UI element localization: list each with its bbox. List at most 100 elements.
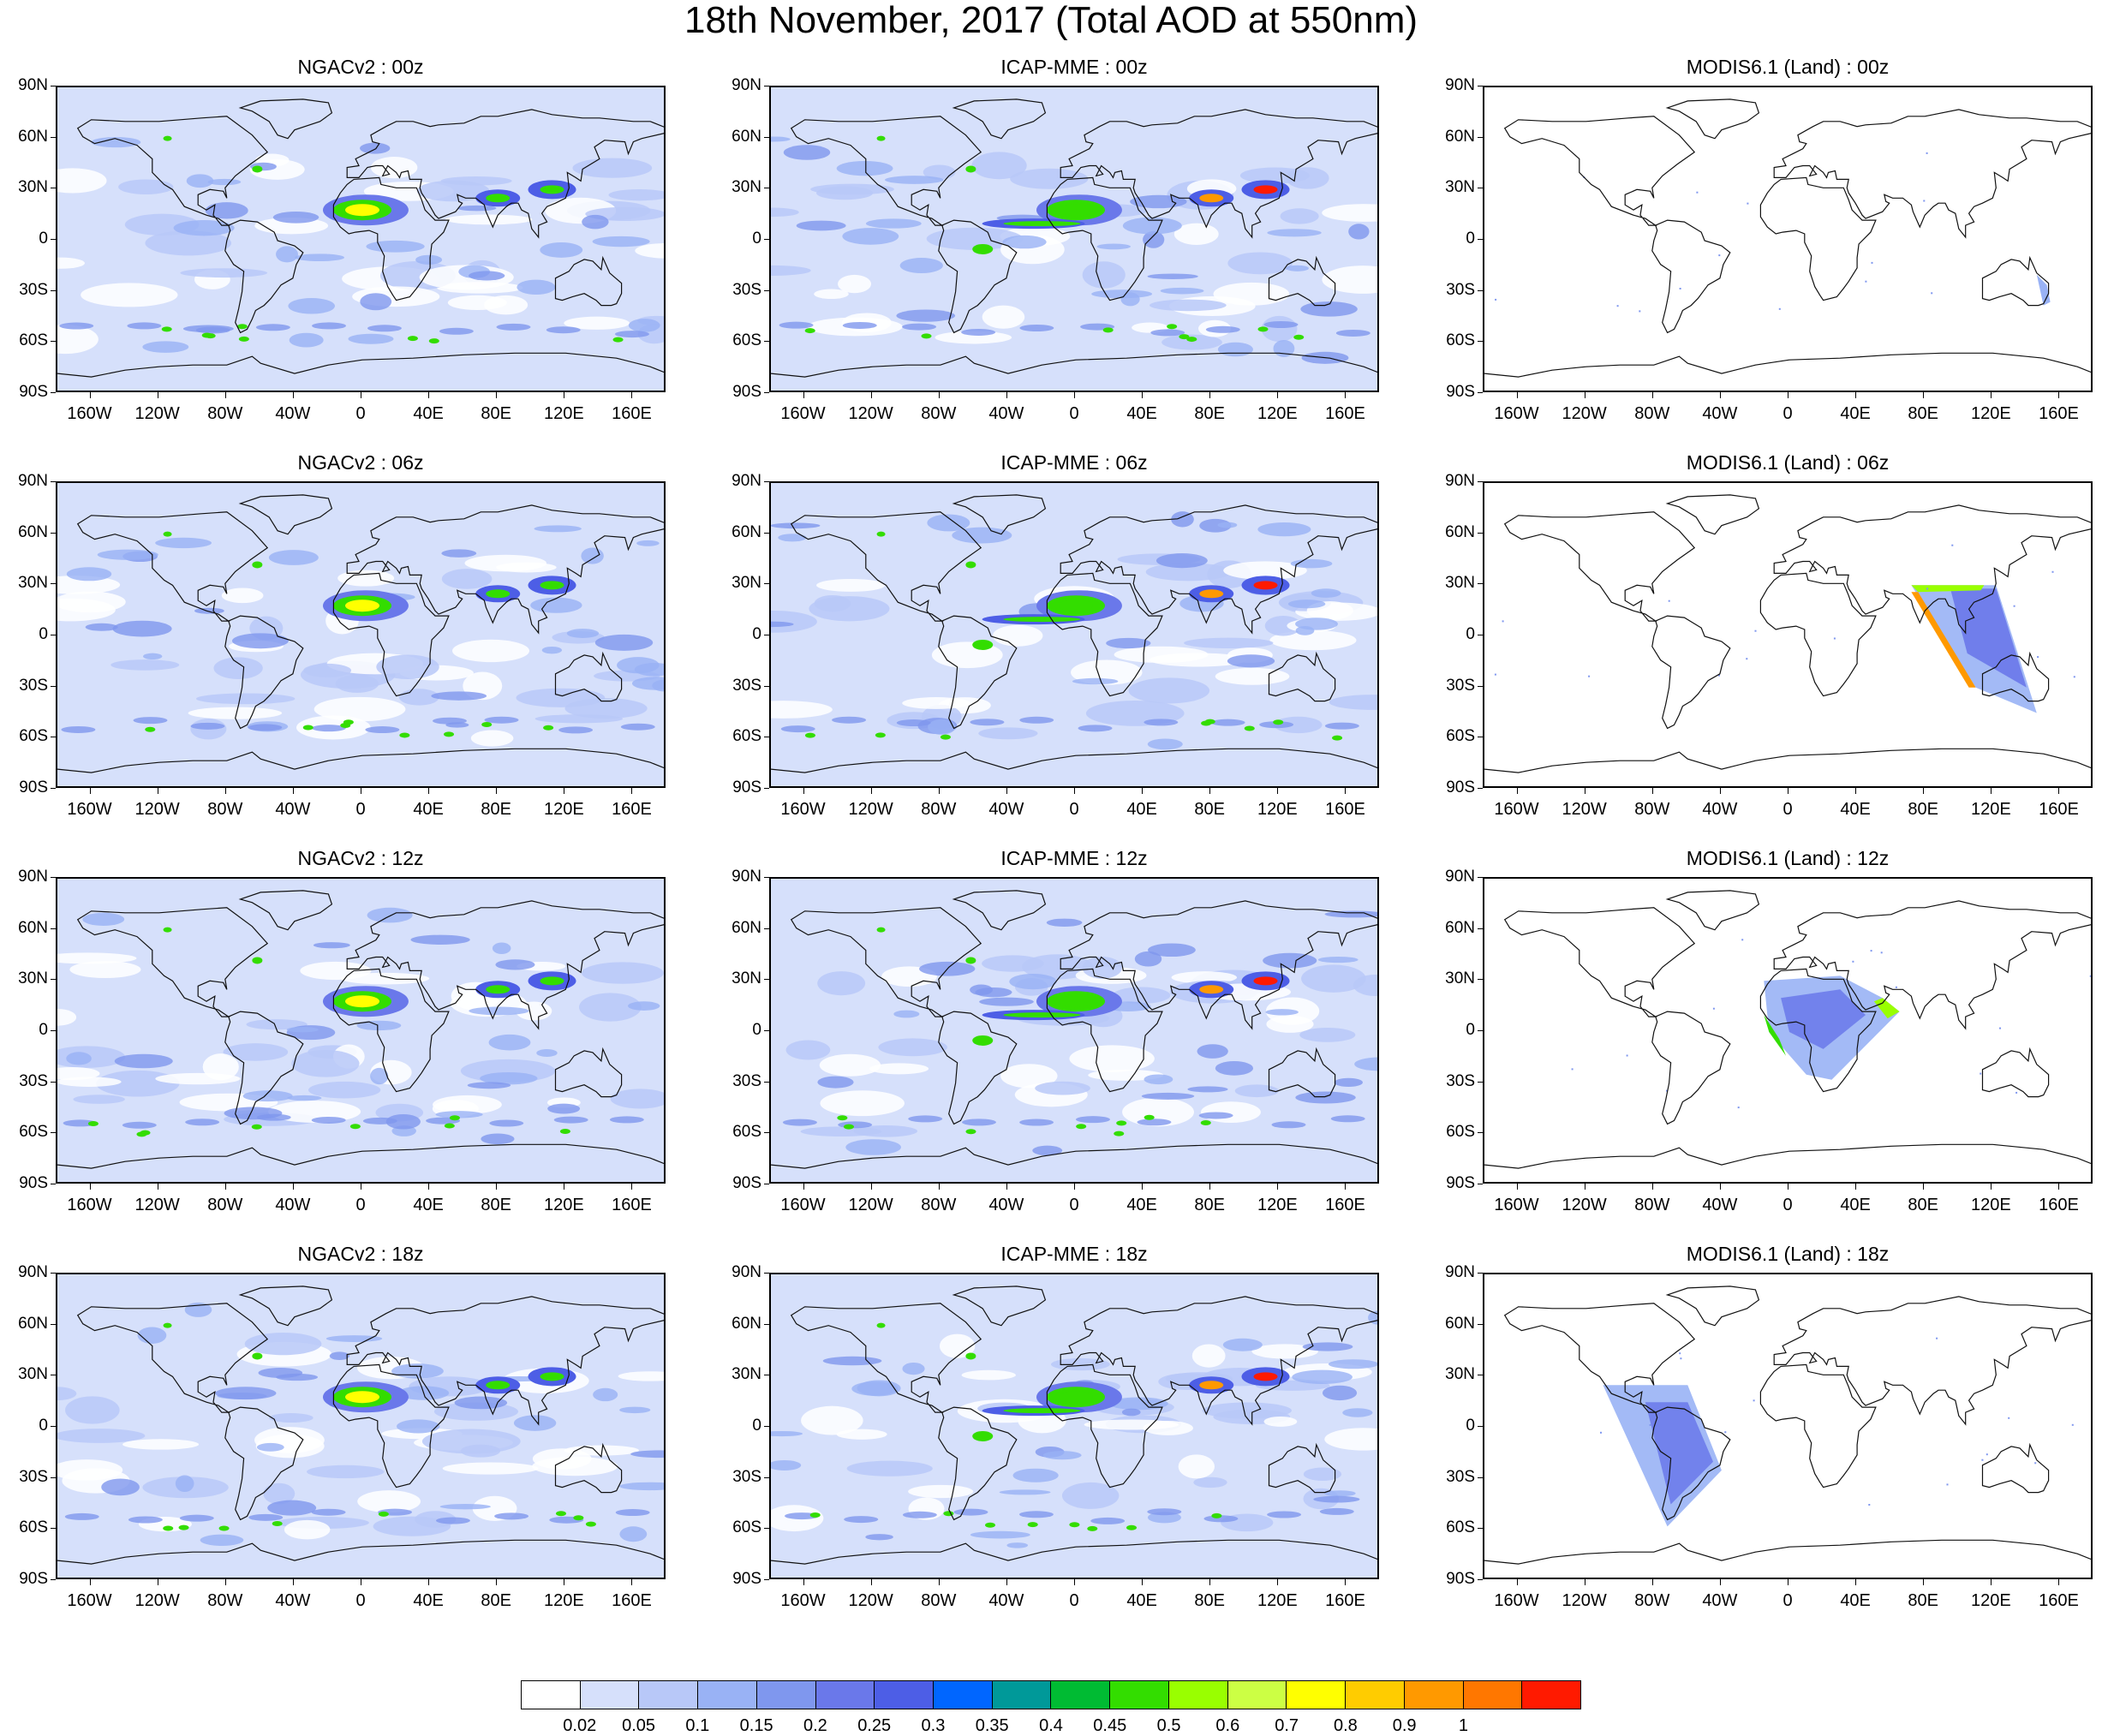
lon-tick-label: 160E <box>2039 1591 2079 1610</box>
lon-tick <box>1516 1579 1518 1585</box>
obs-pixel <box>1852 960 1854 963</box>
lat-tick-label: 30S <box>19 1071 48 1090</box>
aod-swirl <box>851 1381 899 1396</box>
aod-southern-band <box>1324 722 1359 730</box>
aod-speck <box>163 1525 174 1531</box>
aod-swirl <box>1096 243 1132 250</box>
lon-tick <box>1923 1579 1925 1585</box>
lat-tick-label: 90N <box>1445 76 1475 94</box>
coastline-antarctica <box>57 748 664 773</box>
lon-tick-label: 40E <box>413 800 444 819</box>
aod-swirl <box>1012 1468 1059 1482</box>
lat-tick-label: 30S <box>732 1467 761 1486</box>
aod-swirl <box>1227 654 1275 668</box>
aod-patch <box>610 1089 664 1109</box>
aod-swirl <box>513 1415 557 1431</box>
aod-southern-band <box>961 328 996 336</box>
aod-patch <box>268 1101 361 1123</box>
lat-tick <box>1478 86 1483 87</box>
aod-southern-band <box>896 719 931 727</box>
aod-swirl <box>194 607 224 614</box>
lat-tick <box>1478 1081 1483 1083</box>
lat-tick-label: 60S <box>732 331 761 350</box>
aod-patch <box>853 1125 918 1137</box>
lon-tick-label: 40W <box>275 800 311 819</box>
aod-southern-band <box>255 324 290 331</box>
lon-tick <box>1651 1579 1653 1585</box>
aod-patch <box>57 168 107 194</box>
aod-speck <box>1076 1124 1087 1130</box>
lon-tick-label: 0 <box>355 1591 366 1610</box>
aod-swirl <box>652 679 664 692</box>
lon-tick-label: 80E <box>1194 1591 1226 1610</box>
aod-speck <box>163 531 172 537</box>
lon-tick <box>89 788 91 794</box>
aod-swirl <box>1120 292 1140 307</box>
aod-swirl <box>902 1363 925 1375</box>
aod-swirl <box>540 242 583 258</box>
lon-tick <box>1006 788 1007 794</box>
lon-tick <box>1923 1184 1925 1190</box>
map-panel: NGACv2 : 06z 90N 60N 30N 0 30S 60S 90S 160W 120W 8… <box>0 450 721 826</box>
aod-patch <box>188 707 283 719</box>
aod-patch <box>1143 1421 1193 1435</box>
aod-swirl <box>771 522 821 529</box>
coastline-north-america <box>790 511 982 622</box>
obs-pixel <box>1495 298 1497 301</box>
aod-swirl <box>91 136 141 148</box>
aod-patch <box>1264 615 1302 636</box>
aod-swirl <box>885 176 944 184</box>
aod-patch <box>814 289 849 300</box>
lon-tick <box>1209 788 1211 794</box>
aod-swirl <box>536 1049 558 1057</box>
aod-swirl <box>582 214 609 230</box>
aod-swirl <box>893 1010 920 1018</box>
map-panel: MODIS6.1 (Land) : 06z 90N 60N 30N 0 30S 60S 90S… <box>1427 450 2102 826</box>
lat-tick-label: 30S <box>732 676 761 695</box>
map-panel: NGACv2 : 18z 90N 60N 30N 0 30S 60S 90S 160W 120W 8… <box>0 1242 721 1617</box>
lat-tick-label: 60S <box>1446 1518 1475 1537</box>
aod-southern-band <box>256 1113 291 1121</box>
aod-swirl <box>771 621 794 628</box>
aod-patch <box>195 693 296 705</box>
aod-southern-band <box>1271 1121 1306 1129</box>
aod-patch <box>1286 167 1329 189</box>
aod-swirl <box>329 1351 349 1361</box>
model-map <box>56 877 666 1184</box>
lon-tick <box>1209 1579 1211 1585</box>
aod-swirl <box>66 567 112 582</box>
obs-pixel <box>1880 952 1883 954</box>
lon-tick-label: 40W <box>988 404 1024 423</box>
colorbar-swatch <box>1051 1681 1111 1709</box>
lat-tick-label: 30N <box>18 178 48 197</box>
lon-tick <box>1209 392 1211 398</box>
aod-patch <box>202 1053 239 1081</box>
aod-swirl <box>822 1356 882 1366</box>
lon-tick-label: 160W <box>780 1196 826 1214</box>
lon-tick-label: 40E <box>1126 404 1157 423</box>
aod-swirl <box>366 240 425 253</box>
lat-tick-label: 0 <box>752 625 761 643</box>
coastline-africa <box>332 176 450 301</box>
aod-swirl <box>581 547 604 564</box>
lon-tick-label: 0 <box>1783 1591 1793 1610</box>
aod-southern-band <box>1137 1119 1172 1126</box>
aod-speck <box>251 1124 262 1130</box>
lat-tick-label: 30N <box>732 1365 761 1384</box>
lon-tick <box>1651 1184 1653 1190</box>
lat-tick <box>764 1030 769 1031</box>
aod-speck <box>407 336 418 342</box>
aod-speck <box>252 561 263 569</box>
aod-patch <box>1082 956 1122 979</box>
lon-tick <box>1651 392 1653 398</box>
aod-patch <box>1022 954 1094 980</box>
aod-patch <box>1050 1357 1110 1371</box>
aod-patch <box>1322 204 1377 222</box>
panel-title: ICAP-MME : 18z <box>1000 1243 1148 1265</box>
obs-pixel <box>1946 1483 1949 1486</box>
aod-swirl <box>1147 273 1198 279</box>
aod-southern-band <box>128 1516 163 1524</box>
colorbar-label: 0.25 <box>857 1716 892 1735</box>
lon-tick <box>89 392 91 398</box>
aod-southern-band <box>1259 721 1294 729</box>
